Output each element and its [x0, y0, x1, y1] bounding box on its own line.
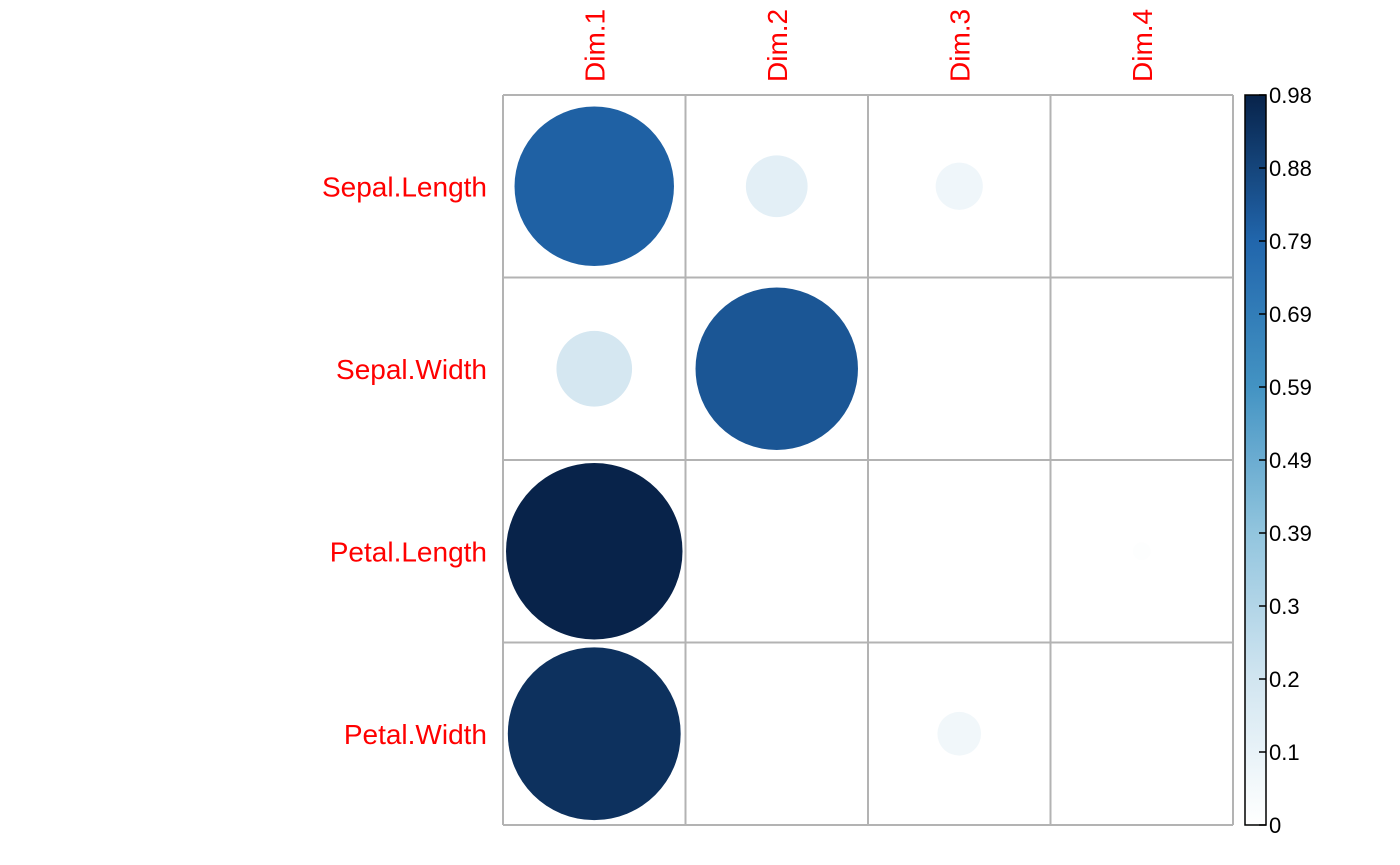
circle-sepal-length-dim-1 — [514, 106, 674, 266]
colorbar-tick-label: 0.69 — [1269, 302, 1312, 327]
colorbar-tick-label: 0.49 — [1269, 448, 1312, 473]
circle-petal-length-dim-4 — [1132, 542, 1151, 561]
column-labels: Dim.1 Dim.2 Dim.3 Dim.4 — [579, 9, 1158, 82]
circle-petal-width-dim-3 — [937, 711, 982, 756]
circle-sepal-width-dim-1 — [556, 330, 633, 407]
circle-petal-width-dim-1 — [507, 647, 681, 821]
circle-sepal-length-dim-2 — [745, 155, 808, 218]
colorbar-tick-label: 0.59 — [1269, 375, 1312, 400]
row-label: Sepal.Length — [322, 171, 487, 202]
column-label: Dim.4 — [1127, 9, 1158, 82]
row-labels: Sepal.Length Sepal.Width Petal.Length Petal… — [322, 171, 487, 750]
column-label: Dim.1 — [579, 9, 610, 82]
colorbar-tick-label: 0.2 — [1269, 667, 1300, 692]
row-label: Petal.Length — [330, 536, 487, 567]
colorbar-tick-label: 0.39 — [1269, 521, 1312, 546]
colorbar-tick-label: 0.98 — [1269, 83, 1312, 108]
circle-layer — [506, 106, 1151, 821]
colorbar-tick-label: 0.1 — [1269, 740, 1300, 765]
colorbar-tick-label: 0.79 — [1269, 229, 1312, 254]
column-label: Dim.2 — [762, 9, 793, 82]
circle-sepal-width-dim-2 — [695, 287, 858, 450]
circle-petal-length-dim-1 — [506, 463, 683, 640]
row-label: Petal.Width — [344, 719, 487, 750]
circle-sepal-length-dim-3 — [935, 162, 983, 210]
grid-layer — [502, 94, 1234, 826]
colorbar-tick-label: 0 — [1269, 813, 1281, 838]
colorbar: 0.98 0.88 0.79 0.69 0.59 0.49 0.39 0.3 0.2 0.1 0 — [1244, 83, 1312, 838]
column-label: Dim.3 — [944, 9, 975, 82]
colorbar-tick-label: 0.3 — [1269, 594, 1300, 619]
colorbar-tick-label: 0.88 — [1269, 156, 1312, 181]
row-label: Sepal.Width — [336, 354, 487, 385]
